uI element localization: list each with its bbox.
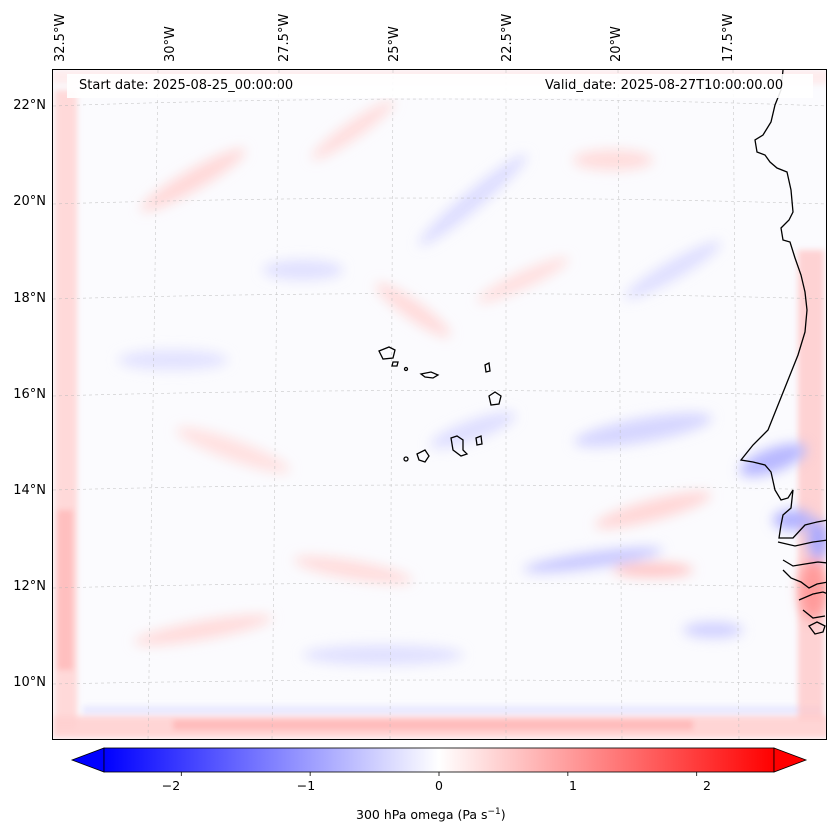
units-exponent: −1 [487, 807, 501, 817]
colorbar-tick-label: 0 [435, 778, 443, 793]
colorbar-tick-label: 1 [569, 778, 577, 793]
colorbar-extend-high [773, 747, 808, 773]
colorbar-extend-low [70, 747, 105, 773]
lon-label-22.5w: 22.5°W [500, 13, 515, 62]
valid-date-label: Valid_date: 2025-08-27T10:00:00.00 [545, 78, 784, 93]
coastline [739, 70, 826, 635]
units-text: (Pa s [457, 807, 488, 823]
lon-label-32.5w: 32.5°W [53, 13, 68, 62]
lon-label-20w: 20°W [609, 26, 624, 62]
colorbar-body [103, 747, 775, 773]
lat-label-20n: 20°N [13, 194, 46, 209]
colorbar-title: 300 hPa omega (Pa s−1) [356, 807, 506, 822]
lat-label-16n: 16°N [13, 387, 46, 402]
colorbar-tick-label: −2 [161, 778, 181, 793]
start-date-label: Start date: 2025-08-25_00:00:00 [79, 78, 294, 93]
lat-label-12n: 12°N [13, 579, 46, 594]
colorbar-tick-label: −1 [296, 778, 316, 793]
graticule [53, 70, 826, 739]
lon-label-17.5w: 17.5°W [721, 13, 736, 62]
cape-verde-islands [378, 346, 502, 463]
lon-label-30w: 30°W [163, 26, 178, 62]
lat-label-10n: 10°N [13, 675, 46, 690]
omega-field [53, 70, 826, 739]
variable-name: 300 hPa omega [356, 807, 454, 823]
lat-label-18n: 18°N [13, 291, 46, 306]
lat-label-14n: 14°N [13, 483, 46, 498]
lat-label-22n: 22°N [13, 98, 46, 113]
colorbar [70, 747, 808, 776]
lon-label-25w: 25°W [387, 26, 402, 62]
units-close: ) [500, 807, 506, 823]
map-panel [52, 69, 827, 740]
lon-label-27.5w: 27.5°W [277, 13, 292, 62]
label-backdrop [67, 74, 813, 98]
colorbar-tick-marks [180, 772, 698, 776]
colorbar-tick-label: 2 [703, 778, 711, 793]
